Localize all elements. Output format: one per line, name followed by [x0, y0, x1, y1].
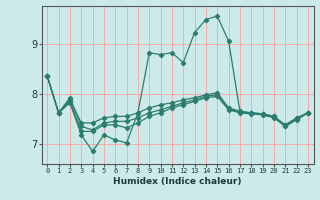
X-axis label: Humidex (Indice chaleur): Humidex (Indice chaleur)	[113, 177, 242, 186]
